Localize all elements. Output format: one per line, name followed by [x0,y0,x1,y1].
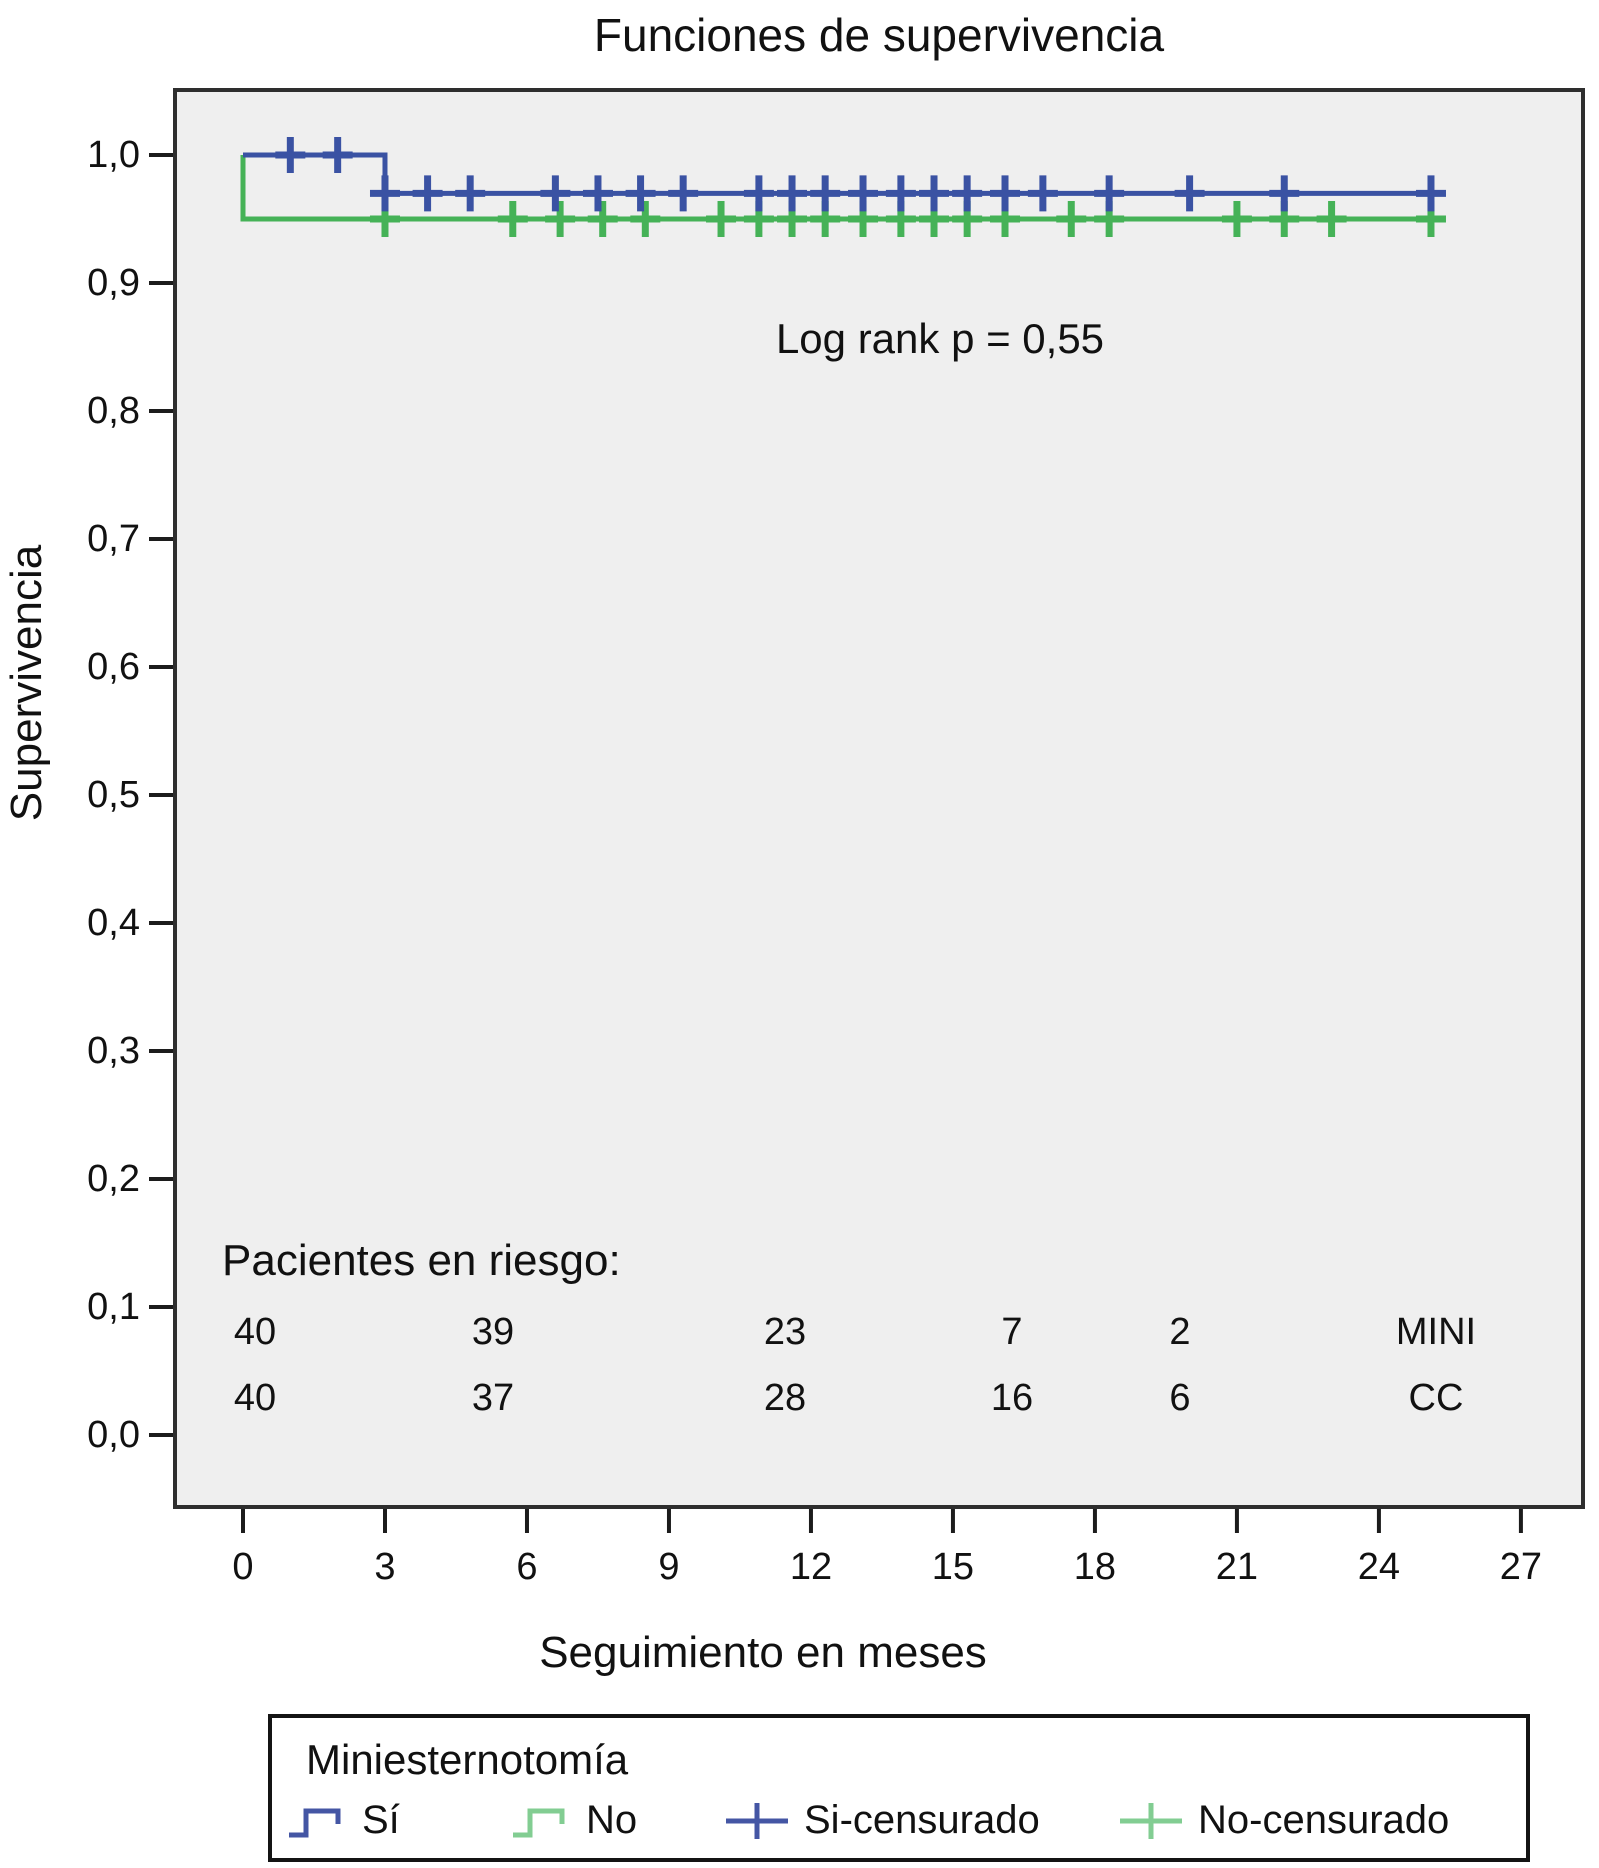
y-tick-label: 0,6 [87,646,140,688]
plot-area [173,88,1585,1509]
at-risk-value: 2 [1169,1311,1191,1353]
at-risk-value: 37 [471,1377,515,1419]
y-tick-label: 0,0 [87,1414,140,1456]
x-tick-label: 18 [1073,1546,1117,1588]
legend-item-si: Sí [286,1798,400,1843]
x-tick-label: 3 [374,1546,396,1588]
legend-item-label: No [586,1798,638,1842]
y-tick-label: 0,3 [87,1030,140,1072]
legend-title: Miniesternotomía [306,1736,629,1783]
y-tick-label: 0,2 [87,1158,140,1200]
y-tick-label: 0,4 [87,902,140,944]
at-risk-group-label: MINI [1395,1311,1477,1353]
at-risk-title: Pacientes en riesgo: [222,1236,621,1285]
legend-item-si-censurado: Si-censurado [724,1798,1040,1843]
y-tick-label: 0,8 [87,390,140,432]
at-risk-value: 6 [1169,1377,1191,1419]
x-tick-label: 21 [1215,1546,1259,1588]
step-line-icon [289,1808,341,1837]
x-tick-label: 27 [1499,1546,1543,1588]
legend: Miniesternotomía Sí No Si-censurado No-c… [268,1714,1530,1862]
legend-item-no-censurado: No-censurado [1118,1798,1449,1843]
x-tick-label: 12 [789,1546,833,1588]
x-axis-title: Seguimiento en meses [539,1628,987,1677]
at-risk-value: 39 [471,1311,515,1353]
censored-plus-icon [726,1802,788,1839]
at-risk-value: 28 [763,1377,807,1419]
censored-plus-icon [1120,1802,1182,1839]
legend-item-no: No [510,1798,637,1843]
x-tick-label: 6 [516,1546,538,1588]
at-risk-value: 16 [990,1377,1034,1419]
chart-title: Funciones de supervivencia [593,9,1165,61]
y-tick-label: 0,1 [87,1286,140,1328]
x-tick-label: 15 [931,1546,975,1588]
x-tick-label: 0 [232,1546,254,1588]
y-tick-label: 0,7 [87,518,140,560]
at-risk-value: 7 [1001,1311,1023,1353]
y-tick-label: 0,9 [87,262,140,304]
legend-item-label: Si-censurado [804,1798,1040,1842]
legend-item-label: No-censurado [1198,1798,1450,1842]
log-rank-annotation: Log rank p = 0,55 [775,315,1105,362]
y-axis-title: Supervivencia [2,544,51,822]
y-tick-label: 0,5 [87,774,140,816]
at-risk-group-label: CC [1408,1377,1464,1419]
x-tick-label: 9 [658,1546,680,1588]
at-risk-value: 23 [763,1311,807,1353]
at-risk-value: 40 [233,1311,277,1353]
x-tick-label: 24 [1357,1546,1401,1588]
survival-curve-no [240,155,1443,222]
legend-item-label: Sí [362,1798,400,1842]
at-risk-value: 40 [233,1377,277,1419]
y-tick-label: 1,0 [87,134,140,176]
step-line-icon [513,1808,565,1837]
